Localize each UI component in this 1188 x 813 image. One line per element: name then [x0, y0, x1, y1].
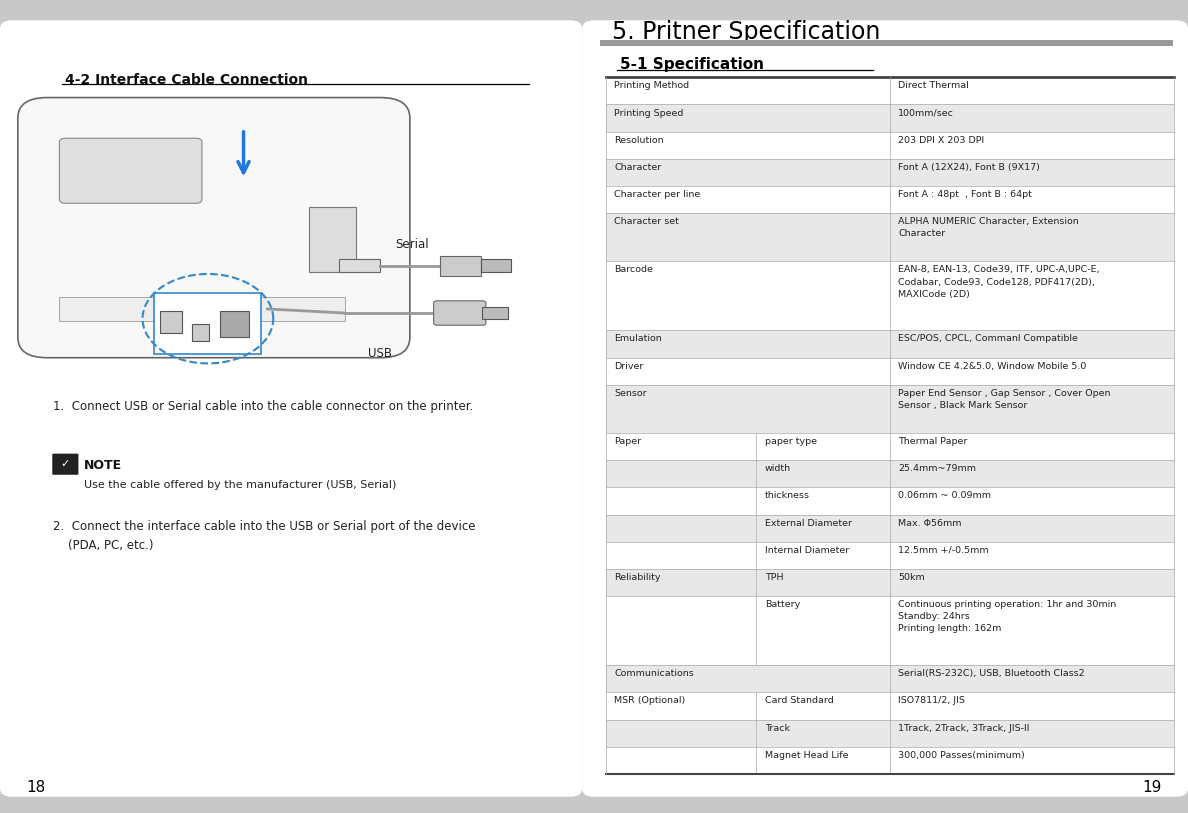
Bar	[59, 297, 345, 321]
Bar	[606, 569, 1174, 596]
FancyBboxPatch shape	[434, 301, 486, 325]
Text: Printing Speed: Printing Speed	[614, 108, 683, 118]
Bar	[606, 515, 1174, 541]
Bar	[220, 311, 249, 337]
Text: 0.06mm ~ 0.09mm: 0.06mm ~ 0.09mm	[898, 491, 991, 500]
Text: 2.  Connect the interface cable into the USB or Serial port of the device
    (P: 2. Connect the interface cable into the …	[53, 520, 476, 552]
Text: Barcode: Barcode	[614, 265, 653, 275]
Text: Card Standard: Card Standard	[765, 697, 834, 706]
Bar	[606, 330, 1174, 358]
Bar	[440, 256, 481, 276]
FancyBboxPatch shape	[59, 138, 202, 203]
Text: ISO7811/2, JIS: ISO7811/2, JIS	[898, 697, 965, 706]
Text: 1.  Connect USB or Serial cable into the cable connector on the printer.: 1. Connect USB or Serial cable into the …	[53, 400, 474, 413]
Text: Resolution: Resolution	[614, 136, 664, 145]
FancyBboxPatch shape	[18, 98, 410, 358]
Bar	[600, 40, 1173, 46]
Text: Font A : 48pt  , Font B : 64pt: Font A : 48pt , Font B : 64pt	[898, 190, 1032, 199]
Text: 12.5mm +/-0.5mm: 12.5mm +/-0.5mm	[898, 546, 988, 554]
Text: width: width	[765, 464, 791, 473]
Text: MSR (Optional): MSR (Optional)	[614, 697, 685, 706]
Text: 25.4mm~79mm: 25.4mm~79mm	[898, 464, 977, 473]
Text: Sensor: Sensor	[614, 389, 646, 398]
Text: Max. Φ56mm: Max. Φ56mm	[898, 519, 961, 528]
Bar	[606, 385, 1174, 433]
Text: External Diameter: External Diameter	[765, 519, 852, 528]
Text: 1Track, 2Track, 3Track, JIS-II: 1Track, 2Track, 3Track, JIS-II	[898, 724, 1030, 733]
Text: Emulation: Emulation	[614, 334, 662, 343]
Text: NOTE: NOTE	[84, 459, 122, 472]
Bar	[482, 307, 508, 319]
Bar	[606, 460, 1174, 487]
Text: 18: 18	[26, 780, 45, 795]
Text: 203 DPI X 203 DPI: 203 DPI X 203 DPI	[898, 136, 985, 145]
Text: Communications: Communications	[614, 669, 694, 678]
Bar	[339, 259, 380, 272]
Text: Character: Character	[614, 163, 662, 172]
Text: Character set: Character set	[614, 217, 680, 226]
Text: 100mm/sec: 100mm/sec	[898, 108, 954, 118]
Text: Continuous printing operation: 1hr and 30min
Standby: 24hrs
Printing length: 162: Continuous printing operation: 1hr and 3…	[898, 600, 1117, 633]
Text: Battery: Battery	[765, 600, 800, 609]
Text: 5-1 Specification: 5-1 Specification	[620, 57, 764, 72]
Bar	[606, 159, 1174, 186]
Bar	[606, 720, 1174, 747]
Text: 4-2 Interface Cable Connection: 4-2 Interface Cable Connection	[65, 73, 309, 87]
Text: Paper: Paper	[614, 437, 642, 446]
Text: ✓: ✓	[61, 459, 69, 469]
Bar	[309, 207, 356, 272]
Text: Window CE 4.2&5.0, Window Mobile 5.0: Window CE 4.2&5.0, Window Mobile 5.0	[898, 362, 1087, 371]
FancyBboxPatch shape	[582, 20, 1188, 797]
Text: ALPHA NUMERIC Character, Extension
Character: ALPHA NUMERIC Character, Extension Chara…	[898, 217, 1079, 238]
Text: TPH: TPH	[765, 573, 783, 582]
Text: Track: Track	[765, 724, 790, 733]
Text: Direct Thermal: Direct Thermal	[898, 81, 969, 90]
Text: Internal Diameter: Internal Diameter	[765, 546, 849, 554]
Text: Character per line: Character per line	[614, 190, 701, 199]
Bar	[481, 259, 511, 272]
Text: Serial(RS-232C), USB, Bluetooth Class2: Serial(RS-232C), USB, Bluetooth Class2	[898, 669, 1085, 678]
Bar	[160, 311, 182, 333]
Bar	[606, 213, 1174, 261]
Text: Font A (12X24), Font B (9X17): Font A (12X24), Font B (9X17)	[898, 163, 1040, 172]
Text: Magnet Head Life: Magnet Head Life	[765, 751, 848, 760]
Bar	[154, 293, 261, 354]
Text: EAN-8, EAN-13, Code39, ITF, UPC-A,UPC-E,
Codabar, Code93, Code128, PDF417(2D),
M: EAN-8, EAN-13, Code39, ITF, UPC-A,UPC-E,…	[898, 265, 1100, 298]
Text: Reliability: Reliability	[614, 573, 661, 582]
Text: Driver: Driver	[614, 362, 644, 371]
Text: ESC/POS, CPCL, Commanl Compatible: ESC/POS, CPCL, Commanl Compatible	[898, 334, 1078, 343]
Text: Printing Method: Printing Method	[614, 81, 689, 90]
Text: thickness: thickness	[765, 491, 810, 500]
Bar	[606, 665, 1174, 693]
Text: Thermal Paper: Thermal Paper	[898, 437, 967, 446]
Text: Use the cable offered by the manufacturer (USB, Serial): Use the cable offered by the manufacture…	[84, 480, 397, 489]
Text: paper type: paper type	[765, 437, 816, 446]
Text: 5. Pritner Specification: 5. Pritner Specification	[612, 20, 880, 45]
Bar	[606, 104, 1174, 132]
Text: 19: 19	[1143, 780, 1162, 795]
Bar	[192, 324, 209, 341]
Text: 300,000 Passes(minimum): 300,000 Passes(minimum)	[898, 751, 1025, 760]
Text: 50km: 50km	[898, 573, 925, 582]
FancyBboxPatch shape	[0, 20, 582, 797]
Text: Serial: Serial	[396, 238, 429, 251]
Text: USB: USB	[368, 347, 392, 360]
Text: Paper End Sensor , Gap Sensor , Cover Open
Sensor , Black Mark Sensor: Paper End Sensor , Gap Sensor , Cover Op…	[898, 389, 1111, 410]
FancyBboxPatch shape	[52, 454, 78, 475]
